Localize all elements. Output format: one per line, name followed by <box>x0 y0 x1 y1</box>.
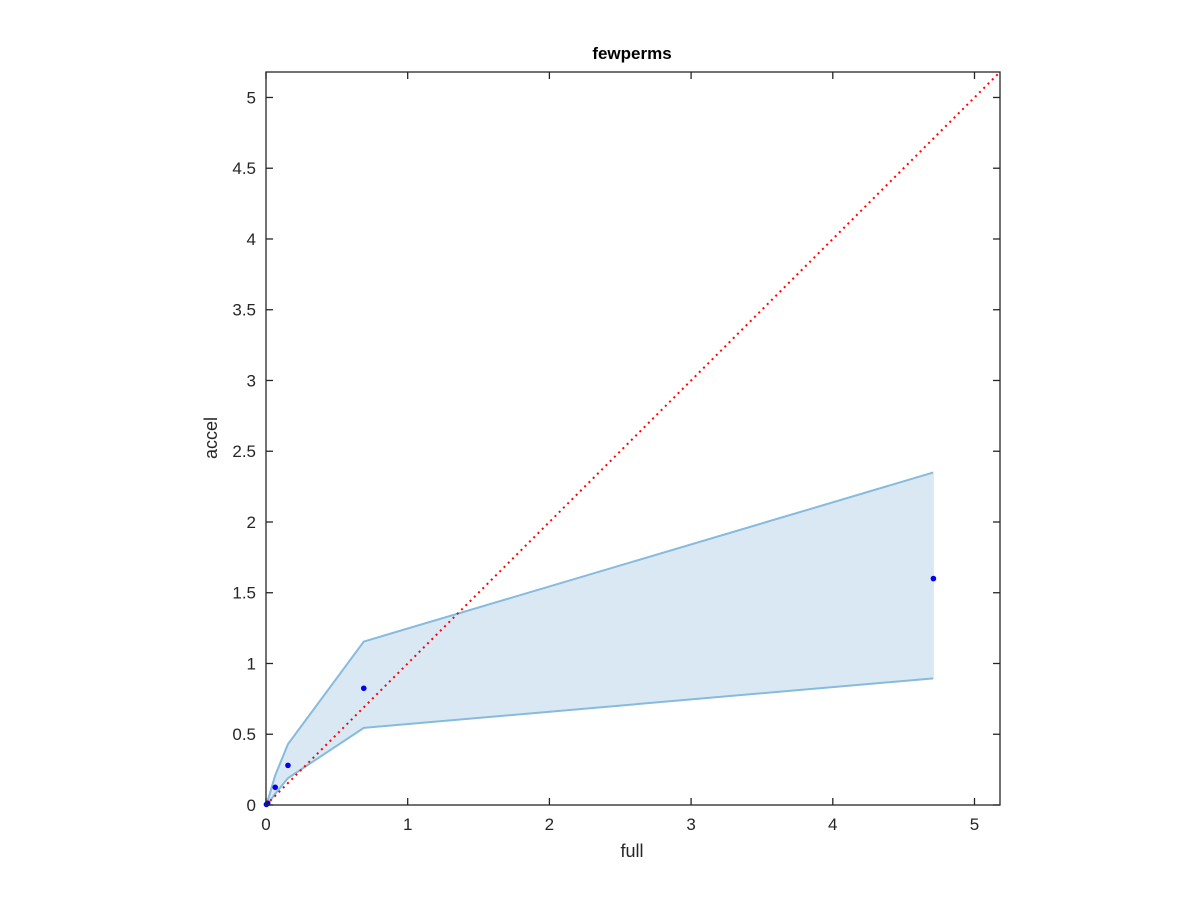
x-tick-label: 4 <box>828 815 837 834</box>
y-tick-label: 0 <box>247 796 256 815</box>
x-tick-label: 2 <box>545 815 554 834</box>
y-tick-label: 5 <box>247 88 256 107</box>
data-point <box>272 784 279 791</box>
data-point <box>285 762 291 769</box>
x-tick-label: 5 <box>970 815 979 834</box>
y-axis-label: accel <box>201 417 221 459</box>
data-point <box>360 685 367 692</box>
y-tick-label: 3.5 <box>232 301 256 320</box>
y-tick-label: 2.5 <box>232 442 256 461</box>
y-tick-label: 0.5 <box>232 725 256 744</box>
x-tick-label: 1 <box>403 815 412 834</box>
y-tick-label: 2 <box>247 513 256 532</box>
plot-area <box>263 71 1001 808</box>
x-tick-label: 0 <box>261 815 270 834</box>
axes-box <box>265 71 1001 806</box>
y-tick-label: 1 <box>247 654 256 673</box>
x-axis-label: full <box>620 841 643 861</box>
y-tick-label: 3 <box>247 371 256 390</box>
y-tick-label: 1.5 <box>232 584 256 603</box>
x-tick-label: 3 <box>686 815 695 834</box>
y-tick-label: 4.5 <box>232 159 256 178</box>
y-tick-label: 4 <box>247 230 256 249</box>
reference-line <box>265 71 1001 806</box>
axes <box>265 71 1001 806</box>
chart-title: fewperms <box>592 44 671 63</box>
tick-labels: 0 1 2 3 4 5 0 0.5 1 1.5 2 2.5 3 3.5 4 4.5 5 <box>232 88 979 834</box>
data-point <box>930 575 937 582</box>
